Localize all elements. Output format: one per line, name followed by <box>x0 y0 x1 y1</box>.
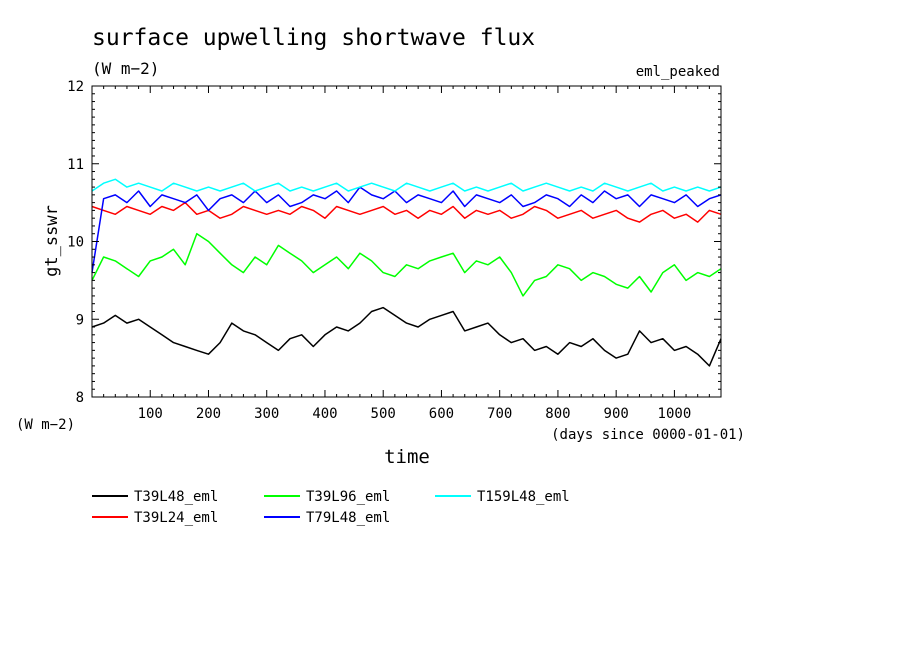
series-line-T39L24_eml <box>91 201 722 223</box>
x-tick-label: 600 <box>429 406 454 422</box>
legend-label-T39L24_eml: T39L24_eml <box>134 510 218 526</box>
x-tick-label: 900 <box>604 406 629 422</box>
tick-layer: 100 200 300 400 500 600 700 800 900 1000 8 9 10 11 12 <box>67 79 721 422</box>
series-line-T79L48_eml <box>91 186 722 273</box>
legend: T39L48_eml T39L24_eml T39L96_eml T79L48_eml… <box>92 489 570 526</box>
series-line-T39L96_eml <box>91 232 722 297</box>
legend-label-T39L96_eml: T39L96_eml <box>306 489 390 505</box>
chart-title: surface upwelling shortwave flux <box>92 25 535 51</box>
y-tick-label: 11 <box>67 157 84 173</box>
series-line-T159L48_eml <box>91 178 722 192</box>
series-line-T39L48_eml <box>91 306 722 367</box>
x-axis-units: (days since 0000-01-01) <box>551 427 745 443</box>
y-tick-label: 10 <box>67 235 84 251</box>
x-tick-label: 300 <box>254 406 279 422</box>
x-tick-label: 200 <box>196 406 221 422</box>
y-tick-label: 12 <box>67 79 84 95</box>
x-tick-label: 1000 <box>658 406 692 422</box>
x-tick-label: 800 <box>545 406 570 422</box>
legend-label-T159L48_eml: T159L48_eml <box>477 489 570 505</box>
series-layer <box>91 178 722 367</box>
legend-label-T79L48_eml: T79L48_eml <box>306 510 390 526</box>
y-axis-units: (W m−2) <box>16 417 75 433</box>
legend-label-T39L48_eml: T39L48_eml <box>134 489 218 505</box>
x-axis-label: time <box>384 446 430 468</box>
x-tick-label: 400 <box>312 406 337 422</box>
y-tick-label: 9 <box>76 312 84 328</box>
experiment-label: eml_peaked <box>636 64 720 80</box>
x-tick-label: 500 <box>371 406 396 422</box>
y-axis-label: gt_sswr <box>42 205 62 277</box>
chart-units: (W m−2) <box>92 59 159 78</box>
x-tick-label: 100 <box>138 406 163 422</box>
x-tick-label: 700 <box>487 406 512 422</box>
y-tick-label: 8 <box>76 390 84 406</box>
